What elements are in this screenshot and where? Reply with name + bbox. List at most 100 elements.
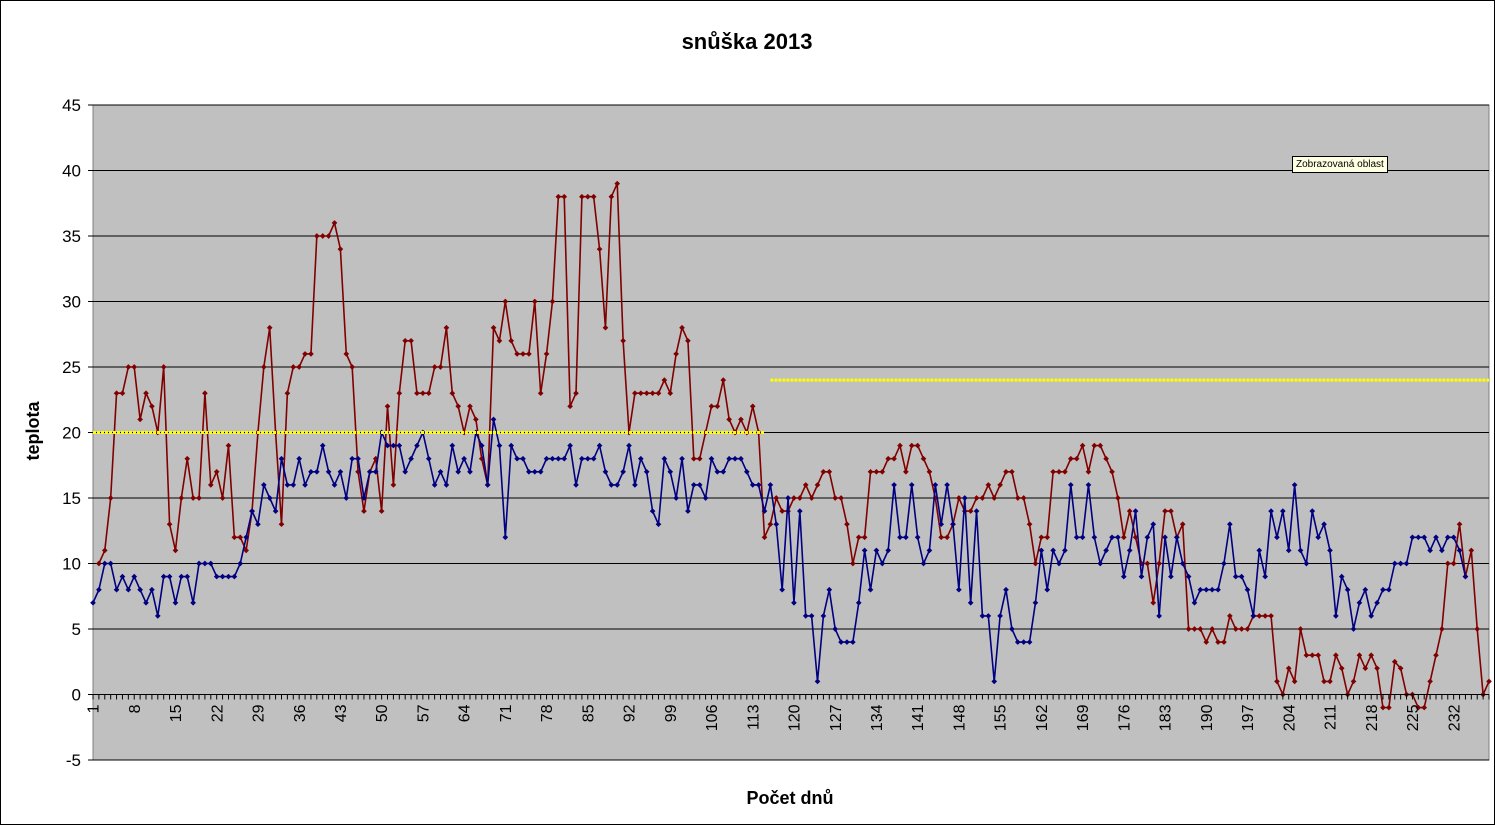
data-point [331,482,338,488]
data-point [502,298,509,305]
data-point [1203,639,1210,645]
data-point [1003,468,1009,475]
data-point [1380,704,1386,711]
data-point [773,521,780,528]
data-point [314,468,320,475]
data-point [1397,560,1404,567]
data-point [1050,468,1056,475]
x-tick-label: 15 [168,704,185,722]
data-point [284,390,291,397]
data-point [979,495,986,501]
data-point [314,233,320,239]
data-point [384,442,391,449]
data-point [797,495,803,501]
data-point [1238,626,1245,632]
data-point [1356,652,1363,659]
data-point [119,573,126,580]
data-point [1162,508,1168,514]
data-point [1115,495,1121,501]
data-point [979,613,986,619]
x-tick-label: 162 [1034,704,1051,731]
data-point [1232,626,1239,632]
x-tick-label: 71 [498,704,515,722]
data-point [903,534,909,541]
data-point [361,495,367,501]
data-point [1362,586,1369,593]
data-point [1115,534,1121,541]
data-point [278,455,285,462]
data-point [1203,586,1210,593]
data-point [814,678,821,685]
data-point [1409,534,1416,541]
data-point [137,416,143,423]
data-point [473,416,479,423]
data-point [755,482,762,488]
data-point [1315,652,1322,659]
data-point [903,468,909,475]
data-point [1444,560,1451,567]
data-point [1462,573,1469,580]
data-point [1356,599,1363,606]
data-point [991,678,998,685]
data-point [1380,586,1386,593]
data-point [802,482,809,488]
data-point [914,534,921,541]
y-tick-label: 35 [62,227,81,246]
data-point [1044,586,1051,593]
y-axis-label: teplota [23,401,43,461]
data-point [372,468,379,475]
data-point [1032,560,1039,567]
data-point [1062,547,1068,554]
data-point [331,220,338,226]
data-point [1132,508,1139,514]
data-point [997,482,1003,488]
data-point [207,560,214,567]
x-tick-label: 1 [86,704,103,713]
data-point [425,455,432,462]
data-point [1386,586,1392,593]
data-point [1185,573,1192,580]
data-point [1079,534,1086,541]
data-point [967,599,974,606]
data-point [749,403,756,410]
data-point [973,495,980,501]
data-point [237,560,244,567]
x-tick-label: 99 [663,704,680,722]
data-point [113,586,120,593]
y-tick-label: 10 [62,555,81,574]
data-point [1297,626,1304,632]
data-point [531,468,538,475]
data-point [178,495,185,501]
data-point [973,508,980,514]
data-point [626,442,632,449]
data-point [555,455,562,462]
x-tick-label: 204 [1281,704,1298,731]
data-point [885,455,892,462]
data-point [590,455,597,462]
data-point [643,468,650,475]
y-tick-label: 15 [62,489,81,508]
data-point [496,442,503,449]
x-tick-label: 43 [333,704,350,722]
data-point [1421,534,1428,541]
data-point [1427,547,1433,554]
data-point [1444,534,1451,541]
data-point [632,390,638,397]
data-point [1109,534,1115,541]
x-tick-label: 141 [910,704,927,731]
data-point [844,639,850,645]
x-tick-label: 78 [539,704,556,722]
data-point [1309,652,1316,659]
x-tick-label: 127 [828,704,845,731]
data-point [820,468,827,475]
data-point [573,390,579,397]
data-point [1421,704,1428,711]
data-point [673,351,679,357]
data-point [302,351,308,357]
data-point [414,442,420,449]
data-point [154,613,161,619]
data-point [1350,626,1357,632]
data-point [944,482,950,488]
data-point [885,547,892,554]
